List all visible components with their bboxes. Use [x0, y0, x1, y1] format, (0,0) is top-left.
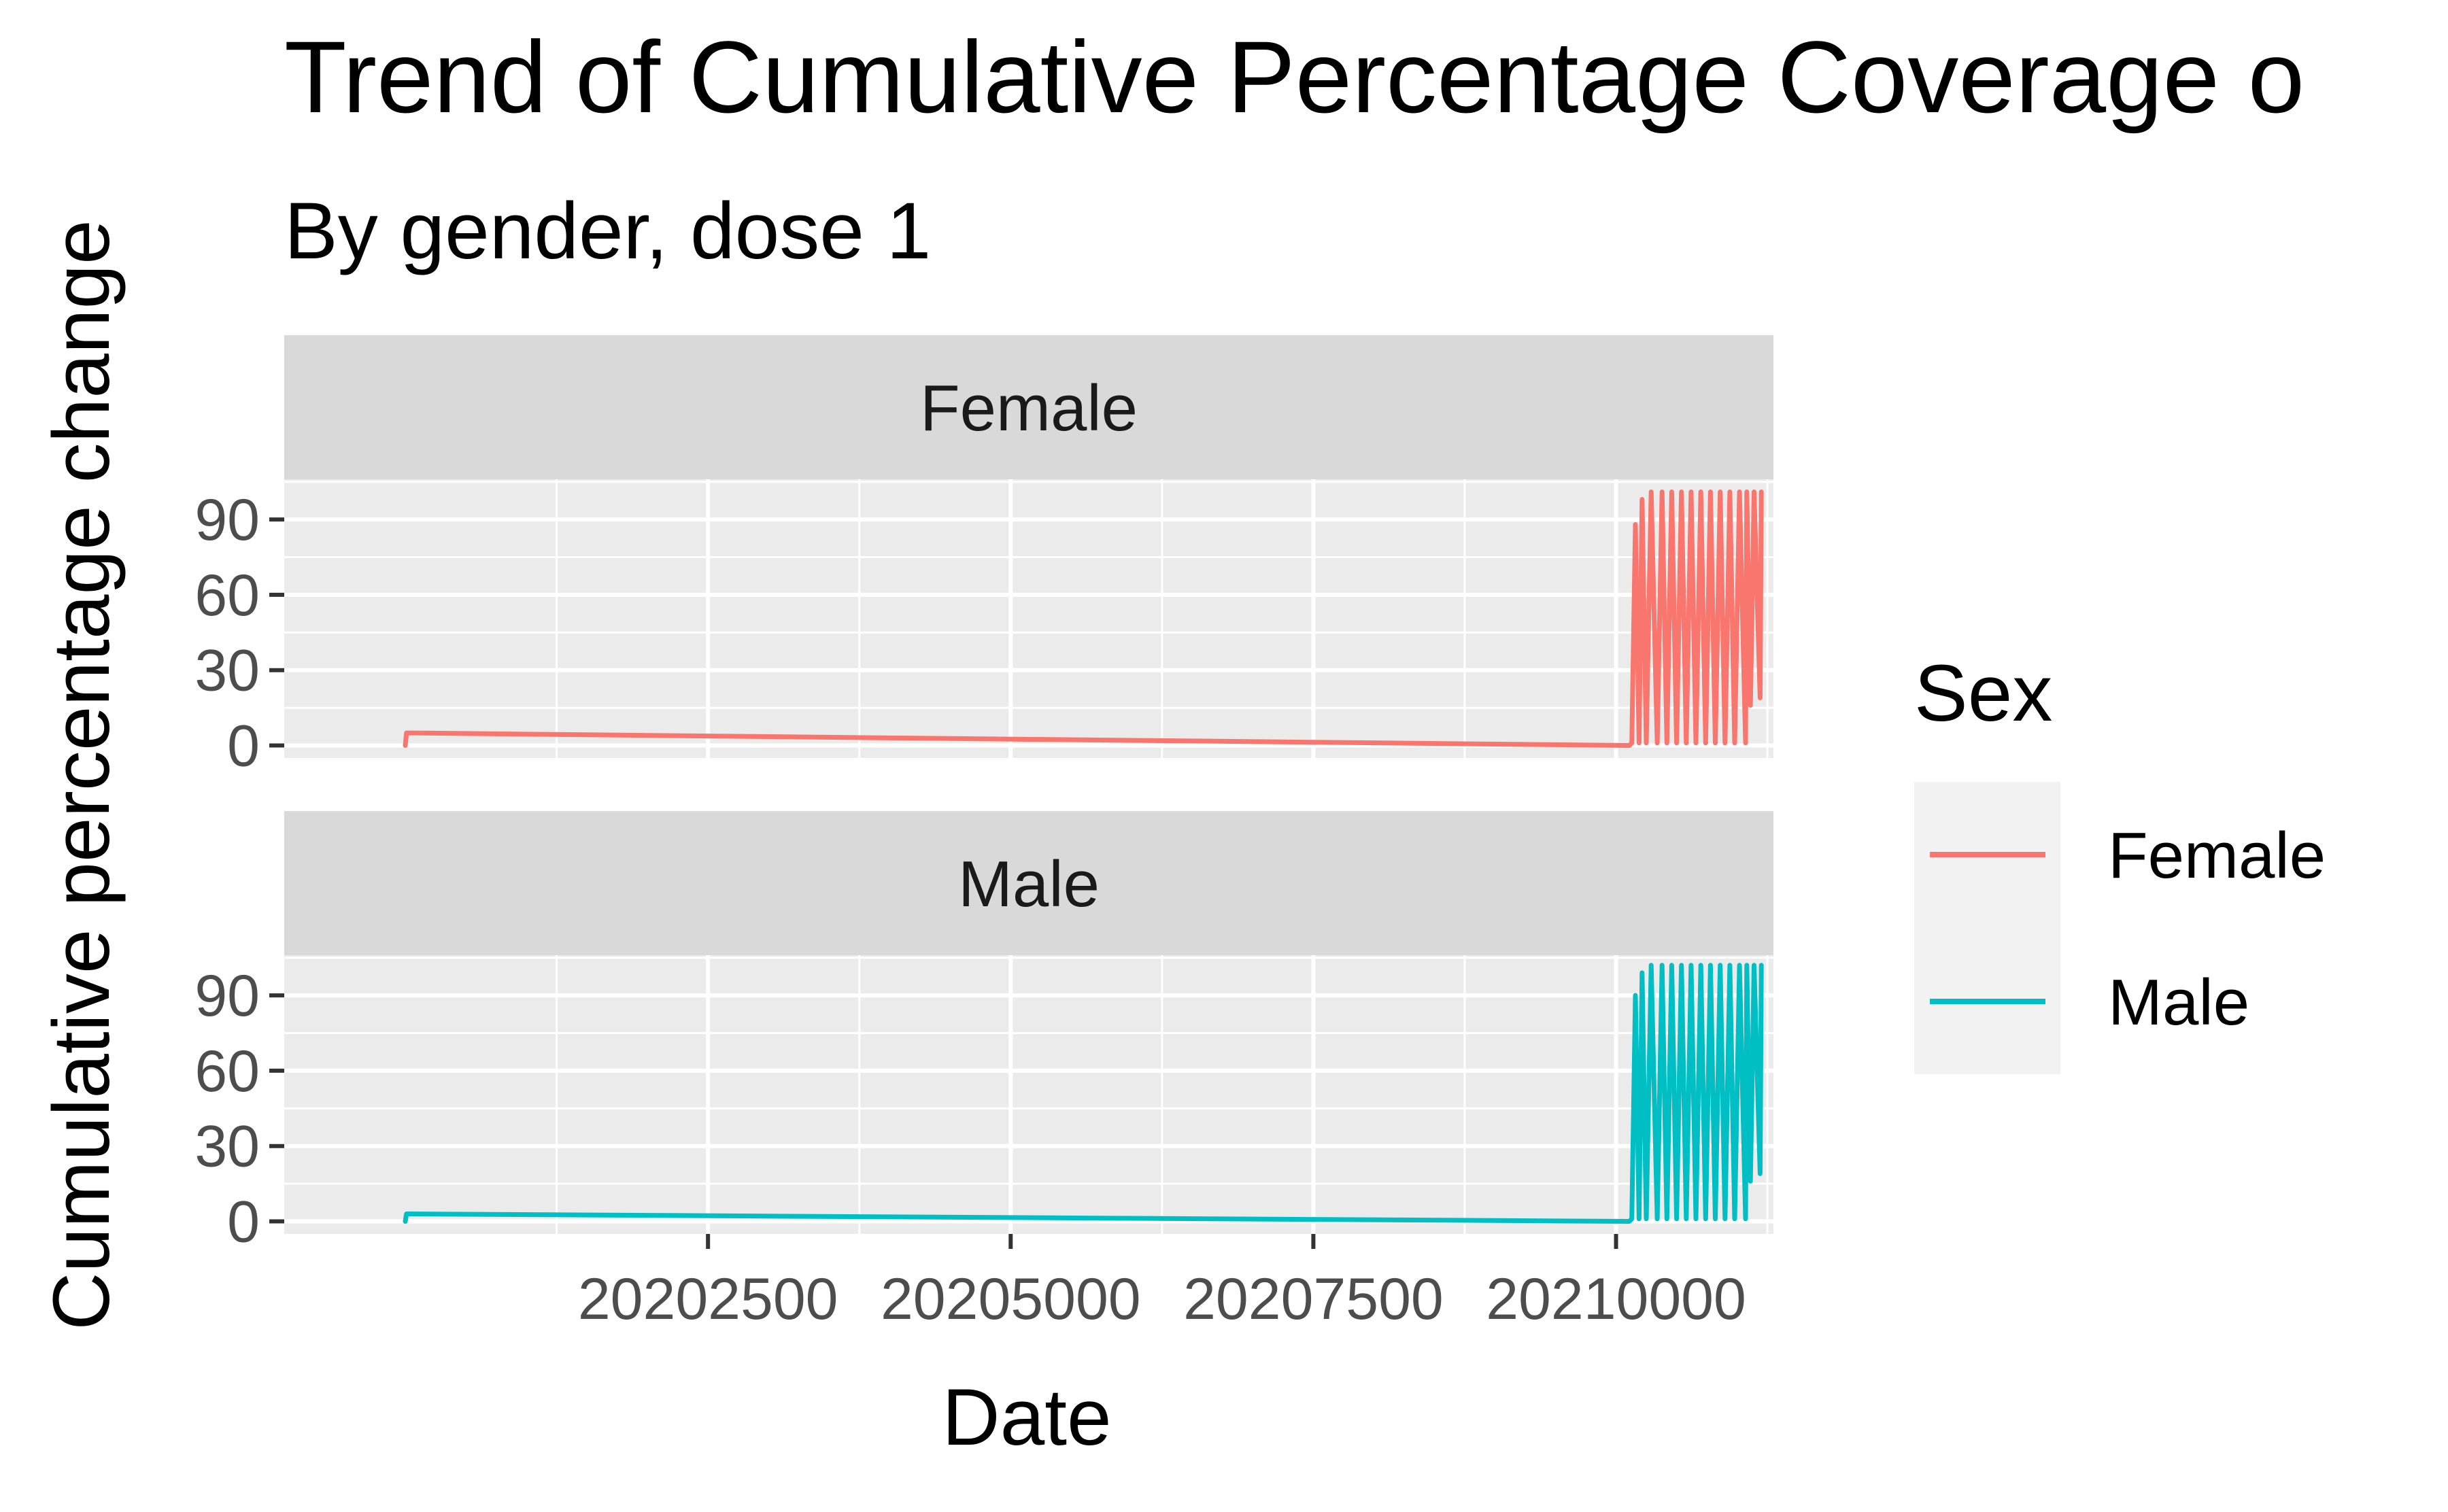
y-tick-label: 90 [194, 487, 260, 553]
y-axis-label: Cumulative percentage change [37, 220, 126, 1330]
y-tick-label: 90 [194, 963, 260, 1029]
chart-title: Trend of Cumulative Percentage Coverage … [284, 20, 2305, 134]
x-tick-label: 20205000 [881, 1267, 1141, 1332]
facet-panels: Female 0 30 60 90 Male 0 30 60 90 [194, 335, 1773, 1255]
series-line-male [403, 963, 1764, 1224]
legend: Sex Female Male [1914, 649, 2326, 1074]
facet-strip [284, 335, 1773, 479]
y-tick-label: 60 [194, 563, 260, 628]
y-tick-label: 30 [194, 638, 260, 704]
x-tick-label: 20202500 [578, 1267, 838, 1332]
legend-entries: Female Male [1930, 819, 2326, 1039]
legend-key-background [1914, 782, 2060, 1074]
legend-label-female: Female [2108, 819, 2326, 892]
y-tick-label: 0 [227, 1190, 260, 1255]
y-tick-label: 60 [194, 1039, 260, 1104]
legend-label-male: Male [2108, 966, 2249, 1039]
y-tick-label: 0 [227, 714, 260, 779]
panel-background [284, 955, 1773, 1234]
facet-female: Female 0 30 60 90 [194, 335, 1773, 779]
x-tick-label: 20207500 [1183, 1267, 1444, 1332]
chart-subtitle: By gender, dose 1 [284, 186, 931, 276]
facet-strip [284, 811, 1773, 955]
y-tick-label: 30 [194, 1114, 260, 1180]
series-line-female [403, 489, 1764, 748]
legend-title: Sex [1914, 649, 2052, 738]
x-axis: 20202500 20205000 20207500 20210000 [578, 1234, 1746, 1332]
x-axis-label: Date [942, 1373, 1111, 1462]
x-tick-label: 20210000 [1486, 1267, 1746, 1332]
facet-male: Male 0 30 60 90 [194, 811, 1773, 1255]
facet-strip-label: Female [920, 372, 1138, 445]
facet-strip-label: Male [958, 848, 1100, 921]
panel-background [284, 479, 1773, 758]
